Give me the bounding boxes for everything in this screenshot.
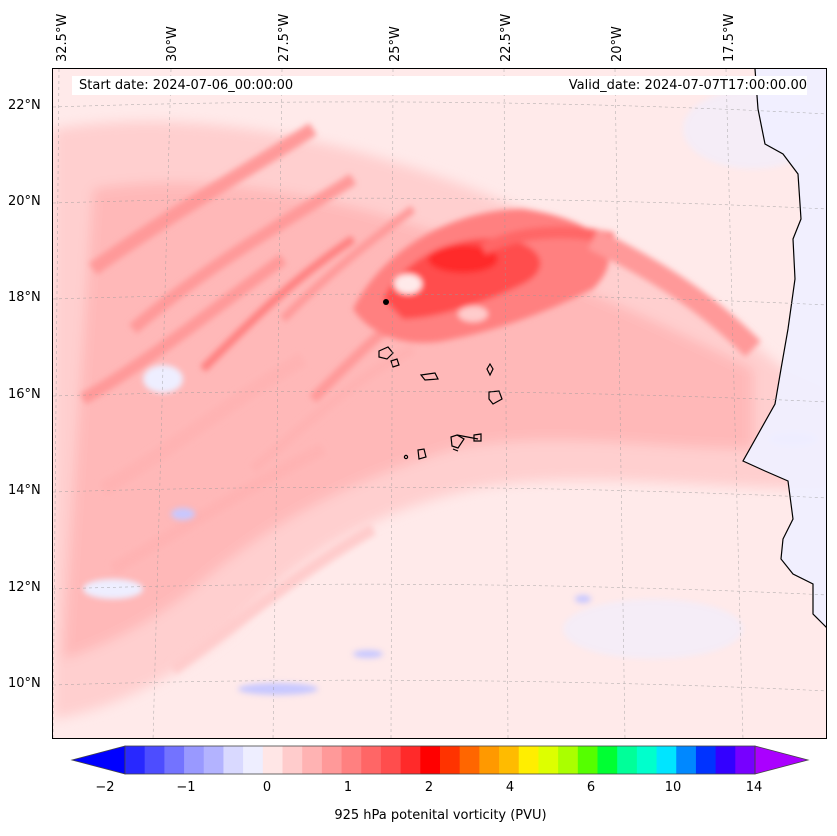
colorbar-segment (420, 746, 441, 774)
lat-label: 22°N (8, 98, 41, 113)
lon-label: 30°W (165, 26, 180, 62)
colorbar-outline (124, 745, 756, 775)
lon-label: 17.5°W (722, 13, 737, 62)
colorbar-segment (499, 746, 520, 774)
colorbar-segment (676, 746, 697, 774)
colorbar-segment (597, 746, 618, 774)
colorbar-extend-max (754, 745, 810, 775)
colorbar-segment (577, 746, 598, 774)
colorbar-tick-label: 14 (745, 780, 763, 795)
lon-label: 20°W (610, 26, 625, 62)
colorbar-segment (400, 746, 421, 774)
colorbar-segment (538, 746, 559, 774)
colorbar-label: 925 hPa potenital vorticity (PVU) (334, 808, 547, 823)
colorbar-segment (125, 746, 146, 774)
lon-label: 25°W (388, 26, 403, 62)
colorbar-segment (302, 746, 323, 774)
colorbar-segment (617, 746, 638, 774)
colorbar (70, 745, 810, 775)
valid-date-label: Valid_date: 2024-07-07T17:00:00.00 (568, 78, 807, 93)
colorbar-segment (243, 746, 264, 774)
start-date-label: Start date: 2024-07-06_00:00:00 (79, 78, 294, 93)
africa-coastline (742, 69, 826, 628)
colorbar-tick-label: −1 (176, 780, 196, 795)
colorbar-segment (715, 746, 736, 774)
graticule (53, 69, 826, 738)
colorbar-segment (164, 746, 185, 774)
colorbar-segment (341, 746, 362, 774)
colorbar-segments (70, 745, 810, 775)
colorbar-tick-label: 2 (424, 780, 434, 795)
colorbar-segment (479, 746, 500, 774)
lat-label: 18°N (8, 290, 41, 305)
colorbar-tick-label: 10 (664, 780, 682, 795)
colorbar-extend-min (70, 745, 126, 775)
colorbar-segment (144, 746, 165, 774)
pv-core (353, 209, 761, 357)
colorbar-segment (361, 746, 382, 774)
lat-label: 14°N (8, 483, 41, 498)
vorticity-max-marker (383, 299, 389, 305)
colorbar-segment (558, 746, 579, 774)
colorbar-segment (518, 746, 539, 774)
colorbar-segment (203, 746, 224, 774)
colorbar-segment (321, 746, 343, 774)
colorbar-segment (735, 746, 756, 774)
colorbar-segment (636, 746, 658, 774)
cape-verde-islands (378, 346, 503, 460)
map-panel[interactable] (52, 68, 827, 739)
lat-label: 20°N (8, 194, 41, 209)
colorbar-segment (380, 746, 402, 774)
colorbar-segment (695, 746, 717, 774)
colorbar-segment (656, 746, 677, 774)
lat-label: 16°N (8, 387, 41, 402)
lon-label: 27.5°W (277, 13, 292, 62)
colorbar-tick-label: −2 (95, 780, 115, 795)
colorbar-tick-label: 0 (262, 780, 272, 795)
colorbar-segment (184, 746, 205, 774)
colorbar-segment (440, 746, 461, 774)
lon-label: 22.5°W (499, 13, 514, 62)
colorbar-tick-label: 4 (505, 780, 515, 795)
colorbar-segment (223, 746, 244, 774)
colorbar-segment (262, 746, 283, 774)
date-info-bar (72, 76, 807, 95)
lat-label: 10°N (8, 676, 41, 691)
colorbar-segment (459, 746, 480, 774)
lon-label: 32.5°W (55, 13, 70, 62)
colorbar-tick-label: 1 (343, 780, 353, 795)
colorbar-tick-label: 6 (586, 780, 596, 795)
pv-field-map (53, 69, 826, 738)
lat-label: 12°N (8, 580, 41, 595)
pv-streaks (80, 123, 427, 674)
colorbar-segment (282, 746, 303, 774)
africa-land (743, 69, 826, 627)
